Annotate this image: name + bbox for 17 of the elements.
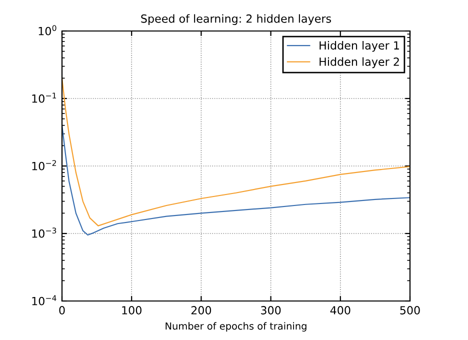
y-tick-label: 10$^{−1}$ — [32, 92, 56, 103]
chart-title: Speed of learning: 2 hidden layers — [141, 14, 332, 25]
x-tick-label: 500 — [400, 306, 420, 314]
x-tick-label: 400 — [330, 306, 350, 314]
legend-label: Hidden layer 1 — [320, 41, 399, 52]
x-tick-label: 300 — [261, 306, 281, 314]
y-tick-label: 10$^{−2}$ — [32, 160, 56, 170]
x-axis-title: Number of epochs of training — [166, 322, 306, 332]
line-series — [62, 78, 410, 226]
x-tick-label: 0 — [59, 306, 65, 314]
y-tick-label: 10$^{−4}$ — [32, 295, 56, 306]
y-tick-label: 10$^{−3}$ — [32, 228, 56, 238]
x-tick-label: 200 — [191, 306, 212, 314]
y-tick-label: 10$^{0}$ — [38, 25, 56, 36]
x-tick-label: 100 — [122, 306, 142, 314]
line-series — [62, 124, 410, 236]
legend-label: Hidden layer 2 — [320, 57, 399, 68]
